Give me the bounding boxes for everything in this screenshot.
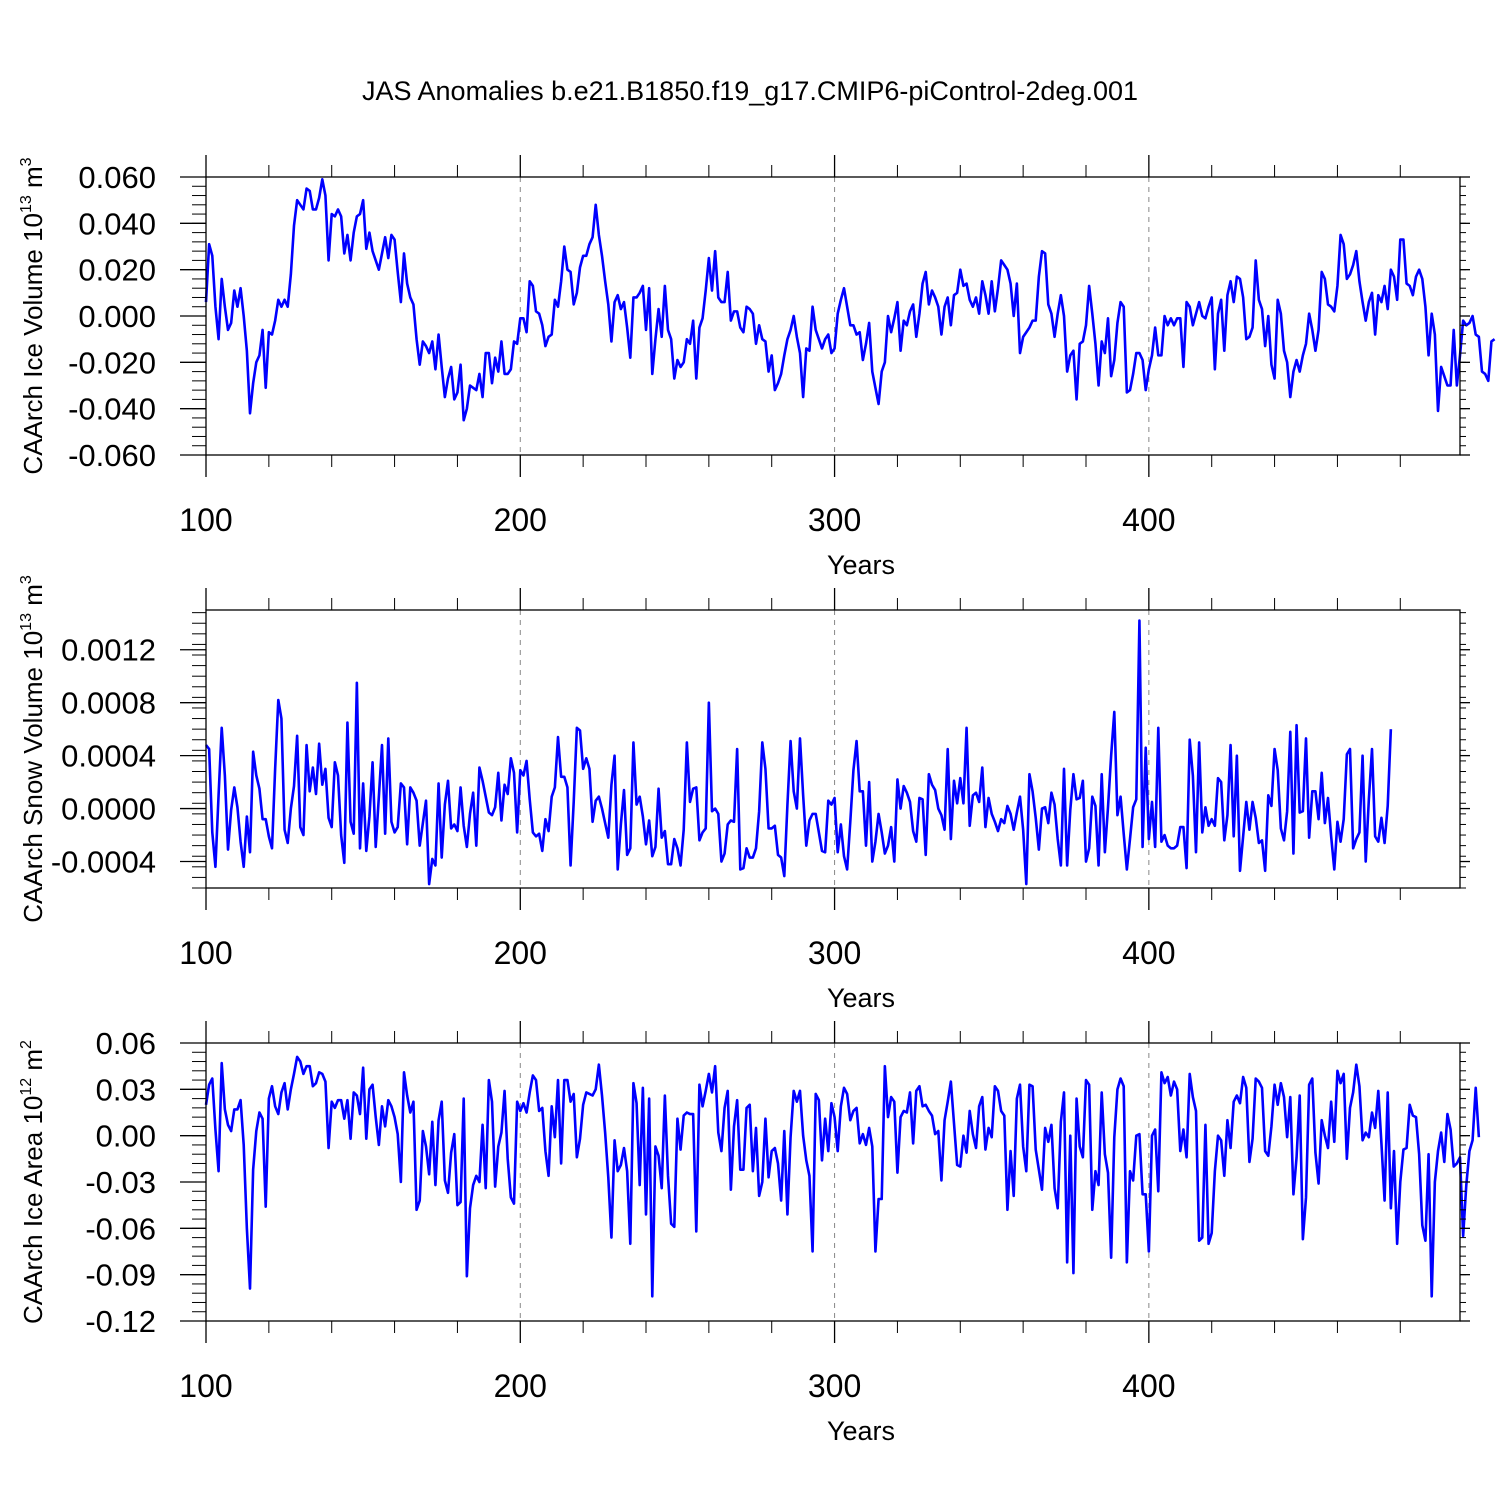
snow-volume-x-tick-label: 200 (494, 935, 547, 971)
ice-area-x-tick-label: 300 (808, 1368, 861, 1404)
snow-volume-x-tick-label: 400 (1122, 935, 1175, 971)
ice-volume-y-tick-label: -0.040 (68, 392, 156, 427)
ice-volume-x-axis-label: Years (827, 550, 895, 580)
panel-ice-volume: 100 200 300 400 -0.060 -0.040 -0.020 0.000 0.020… (18, 155, 1496, 580)
snow-volume-y-tick-label: -0.0004 (51, 845, 156, 880)
ice-volume-x-tick-label: 200 (494, 502, 547, 538)
page-title: JAS Anomalies b.e21.B1850.f19_g17.CMIP6-… (362, 76, 1138, 106)
panel-snow-volume: 100 200 300 400 -0.0004 0.0000 0.0004 0.0008 0.0… (18, 575, 1470, 1013)
panel-ice-area: 100 200 300 400 -0.12 -0.09 -0.06 -0.03 0.00 0.03… (18, 1021, 1481, 1446)
ice-volume-series-line (204, 178, 1496, 422)
ice-area-series-line (204, 1055, 1481, 1298)
snow-volume-y-tick-label: 0.0012 (61, 633, 156, 668)
snow-volume-x-tick-label: 300 (808, 935, 861, 971)
snow-volume-plot-frame (205, 609, 1461, 889)
ice-area-plot-frame (205, 1042, 1461, 1322)
ice-volume-y-tick-label: 0.020 (78, 253, 156, 288)
snow-volume-y-tick-label: 0.0004 (61, 739, 156, 774)
ice-volume-x-tick-label: 400 (1122, 502, 1175, 538)
ice-area-y-tick-label: -0.06 (85, 1211, 156, 1246)
ice-area-x-tick-label: 100 (179, 1368, 232, 1404)
ice-volume-x-tick-label: 300 (808, 502, 861, 538)
ice-area-y-tick-label: -0.09 (85, 1258, 156, 1293)
ice-area-y-tick-label: -0.12 (85, 1304, 156, 1339)
snow-volume-y-tick-label: 0.0000 (61, 792, 156, 827)
ice-volume-y-tick-label: 0.040 (78, 206, 156, 241)
ice-area-x-tick-label: 200 (494, 1368, 547, 1404)
ice-volume-y-axis-label: CAArch Ice Volume 1013 m3 (18, 157, 48, 474)
snow-volume-x-tick-label: 100 (179, 935, 232, 971)
snow-volume-y-tick-label: 0.0008 (61, 686, 156, 721)
ice-area-x-tick-label: 400 (1122, 1368, 1175, 1404)
snow-volume-x-axis-label: Years (827, 983, 895, 1013)
snow-volume-y-axis-label: CAArch Snow Volume 1013 m3 (18, 575, 48, 923)
ice-volume-y-tick-label: 0.060 (78, 160, 156, 195)
ice-area-y-tick-label: -0.03 (85, 1165, 156, 1200)
ice-volume-x-tick-label: 100 (179, 502, 232, 538)
ice-area-y-tick-label: 0.06 (96, 1026, 156, 1061)
ice-volume-y-tick-label: 0.000 (78, 299, 156, 334)
ice-volume-y-tick-label: -0.020 (68, 345, 156, 380)
ice-volume-plot-frame (205, 176, 1461, 456)
ice-area-x-axis-label: Years (827, 1416, 895, 1446)
ice-volume-y-tick-label: -0.060 (68, 438, 156, 473)
snow-volume-series-line (204, 619, 1393, 886)
ice-area-y-tick-label: 0.03 (96, 1072, 156, 1107)
ice-area-y-axis-label: CAArch Ice Area 1012 m2 (18, 1040, 48, 1324)
ice-area-y-tick-label: 0.00 (96, 1119, 156, 1154)
